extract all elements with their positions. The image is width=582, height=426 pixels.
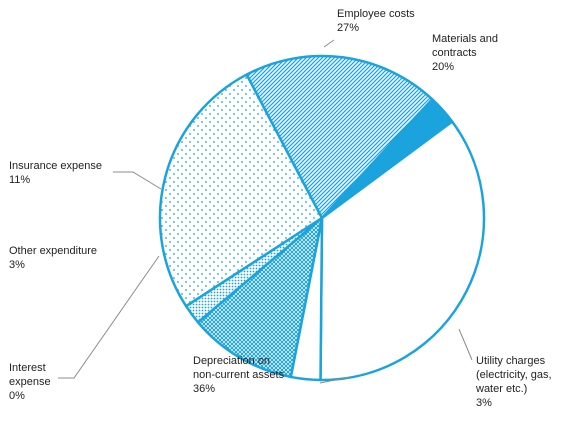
leader-line-interest-expense — [58, 255, 160, 379]
pie-slice-employee-costs — [158, 73, 324, 308]
pie-slice-materials-and-contracts — [245, 54, 434, 220]
slice-label-interest-expense: Interest expense 0% — [9, 362, 51, 402]
slice-value-label: 20% — [432, 61, 454, 73]
slice-label-insurance-expense: Insurance expense 11% — [9, 160, 102, 186]
pie-slices — [158, 54, 486, 382]
leader-lines — [58, 39, 473, 384]
slice-label-employee-costs: Employee costs 27% — [337, 8, 415, 34]
slice-value-label: 36% — [193, 383, 215, 395]
slice-label-line: contracts — [432, 47, 477, 59]
slice-value-label: 27% — [337, 22, 359, 34]
slice-label-line: Other expenditure — [9, 245, 97, 257]
pie-slice-depreciation-on-non-current-assets — [319, 120, 486, 382]
pie-slice-insurance-expense — [196, 216, 324, 379]
slice-value-label: 0% — [9, 390, 25, 402]
slice-label-line: water etc.) — [475, 383, 527, 395]
slice-label-line: Interest — [9, 362, 46, 374]
pie-slice-unlabeled-segment — [184, 216, 324, 324]
slice-label-line: Utility charges — [476, 355, 546, 367]
slice-label-line: non-current assets — [193, 369, 285, 381]
leader-line-insurance-expense — [113, 171, 162, 190]
slice-value-label: 3% — [476, 397, 492, 409]
slice-label-line: Insurance expense — [9, 160, 102, 172]
slice-label-line: expense — [9, 376, 51, 388]
slice-label-line: Materials and — [432, 33, 498, 45]
leader-line-employee-costs — [323, 39, 335, 48]
slice-label-line: (electricity, gas, — [476, 369, 552, 381]
slice-label-line: Depreciation on — [193, 355, 270, 367]
slice-label-other-expenditure: Other expenditure 3% — [9, 245, 97, 271]
slice-value-label: 11% — [9, 174, 30, 186]
leader-line-depreciation-on-non-current-assets — [319, 376, 351, 384]
leader-line-utility-charges-electricity-gas-water-etc — [458, 328, 473, 361]
slice-labels: Employee costs 27% Materials and contracts 2… — [9, 8, 552, 409]
slice-label-materials-and-contracts: Materials and contracts 20% — [432, 33, 498, 73]
slice-label-depreciation-on-non-current-assets: Depreciation on non-current assets 36% — [193, 355, 285, 395]
slice-label-line: Employee costs — [337, 8, 415, 20]
slice-value-label: 3% — [9, 259, 25, 271]
slice-label-utility-charges-electricity-gas-water-etc: Utility charges (electricity, gas, water e… — [475, 355, 552, 409]
